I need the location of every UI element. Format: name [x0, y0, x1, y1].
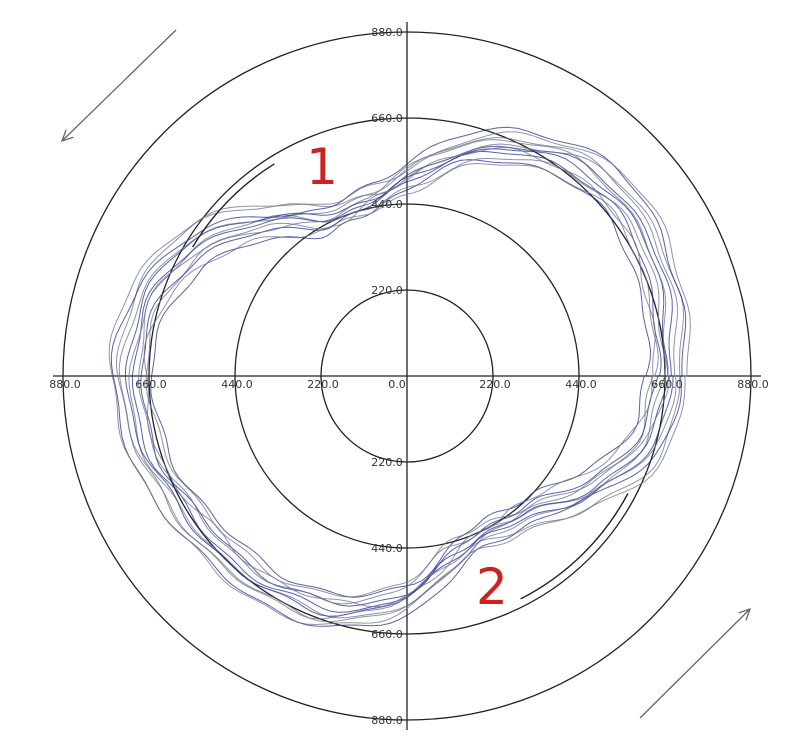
tick-label-center: 0.0 — [388, 378, 406, 391]
profile-trace-6 — [128, 139, 671, 619]
zone-annotations: 12 — [191, 138, 629, 616]
profile-traces — [108, 126, 691, 627]
tick-label-top: 880.0 — [371, 26, 403, 39]
zone-label-1: 1 — [306, 138, 338, 196]
profile-trace-2 — [145, 162, 659, 598]
tick-label-left: 220.0 — [307, 378, 339, 391]
profile-trace-4 — [137, 157, 667, 605]
tick-label-left: 660.0 — [135, 378, 167, 391]
profile-trace-10 — [110, 126, 687, 627]
tick-label-left: 880.0 — [49, 378, 81, 391]
profile-trace-1 — [150, 159, 652, 598]
tick-label-left: 440.0 — [221, 378, 253, 391]
rotation-arrow-top-left-head — [60, 129, 74, 143]
tick-label-top: 440.0 — [371, 198, 403, 211]
rotation-arrows — [60, 29, 752, 719]
tick-labels: 880.0 660.0 440.0 220.0 220.0 440.0 660.0 880.0… — [49, 26, 769, 727]
profile-trace-5 — [131, 148, 670, 613]
zone-label-2: 2 — [476, 558, 508, 616]
tick-label-right: 660.0 — [651, 378, 683, 391]
profile-trace-11 — [108, 131, 691, 626]
tick-label-right: 440.0 — [565, 378, 597, 391]
tick-label-bottom: 220.0 — [371, 456, 403, 469]
tick-label-bottom: 660.0 — [371, 628, 403, 641]
tick-label-right: 220.0 — [479, 378, 511, 391]
profile-trace-8 — [118, 137, 679, 623]
rotation-arrow-top-left — [61, 29, 177, 142]
tick-label-top: 220.0 — [371, 284, 403, 297]
profile-trace-7 — [124, 145, 674, 617]
profile-trace-12 — [143, 147, 656, 608]
tick-label-bottom: 440.0 — [371, 542, 403, 555]
tick-label-bottom: 880.0 — [371, 714, 403, 727]
zone-arc-1 — [191, 163, 275, 248]
profile-trace-9 — [115, 143, 685, 620]
rotation-arrow-bottom-right — [639, 608, 751, 719]
tick-label-top: 660.0 — [371, 112, 403, 125]
zone-arc-2 — [520, 493, 629, 600]
tick-label-right: 880.0 — [737, 378, 769, 391]
rotation-arrow-bottom-right-head — [738, 607, 752, 621]
